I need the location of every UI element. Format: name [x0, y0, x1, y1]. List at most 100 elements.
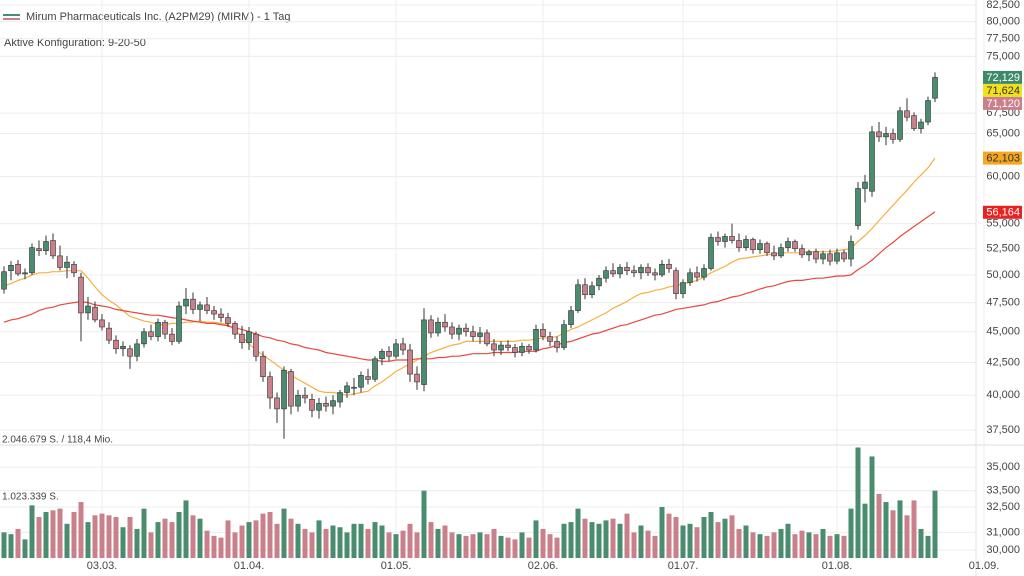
price-label: 56,164: [986, 207, 1020, 219]
price-label-box: [983, 205, 1022, 219]
volume-bar: [757, 534, 763, 558]
candle-body: [526, 346, 532, 351]
candle-body: [99, 319, 105, 328]
volume-bar: [673, 517, 679, 558]
volume-bar: [512, 539, 518, 558]
candle-body: [540, 329, 546, 337]
volume-bar: [379, 525, 385, 558]
volume-bar: [701, 517, 707, 558]
volume-bar: [8, 534, 14, 558]
volume-bar: [316, 520, 322, 558]
candle-body: [463, 327, 469, 333]
candle-body: [533, 329, 539, 351]
candle-body: [43, 241, 49, 252]
candle-body: [736, 240, 742, 248]
candle-body: [477, 332, 483, 337]
candle-body: [568, 310, 574, 325]
candle-body: [253, 333, 259, 357]
volume-bar: [162, 518, 168, 558]
volume-bar: [134, 528, 140, 558]
volume-bar: [225, 520, 231, 558]
volume-bar: [750, 532, 756, 558]
volume-annotation: 2.046.679 S. / 118,4 Mio.: [2, 435, 113, 446]
candle-body: [897, 110, 903, 140]
candle-body: [498, 344, 504, 351]
price-label: 62,103: [986, 153, 1020, 165]
candle-body: [764, 243, 770, 254]
candle-body: [344, 385, 350, 393]
candle-body: [848, 241, 854, 260]
volume-bar: [386, 532, 392, 558]
candle-body: [729, 236, 735, 241]
volume-bar: [722, 518, 728, 558]
price-label-box: [983, 96, 1022, 110]
candle-body: [414, 373, 420, 383]
volume-bar: [71, 511, 77, 558]
candle-body: [190, 298, 196, 310]
price-label: 71,120: [986, 98, 1020, 110]
volume-bar: [743, 525, 749, 558]
volume-bar: [456, 534, 462, 558]
volume-bar: [841, 535, 847, 558]
volume-bar: [400, 530, 406, 558]
volume-bar: [407, 523, 413, 558]
y-tick-label: 37,500: [986, 424, 1020, 436]
y-tick-label: 45,000: [986, 326, 1020, 338]
candle-body: [78, 276, 84, 314]
y-tick-label: 67,500: [986, 107, 1020, 119]
volume-bar: [659, 506, 665, 558]
x-tick-label: 01.07.: [668, 560, 699, 572]
volume-bar: [575, 508, 581, 558]
volume-bar: [645, 530, 651, 558]
volume-bar: [141, 508, 147, 558]
volume-bar: [358, 523, 364, 558]
volume-bar: [337, 527, 343, 558]
candle-body: [134, 343, 140, 357]
volume-bar: [211, 535, 217, 558]
volume-bar: [589, 522, 595, 558]
candle-body: [911, 115, 917, 129]
candle-body: [778, 247, 784, 257]
y-tick-label: 47,500: [986, 297, 1020, 309]
candle-body: [617, 267, 623, 275]
candle-body: [204, 304, 210, 311]
volume-bar: [218, 537, 224, 558]
candle-body: [379, 350, 385, 360]
volume-bar: [92, 515, 98, 558]
candle-body: [92, 306, 98, 321]
volume-bar: [771, 532, 777, 558]
y-tick-label: 35,000: [986, 461, 1020, 473]
volume-bar: [652, 535, 658, 558]
candle-body: [834, 252, 840, 262]
candle-body: [400, 343, 406, 351]
candle-body: [239, 333, 245, 343]
candle-body: [666, 263, 672, 269]
candle-body: [519, 346, 525, 353]
y-tick-label: 65,000: [986, 127, 1020, 139]
candle-body: [330, 400, 336, 407]
volume-bar: [148, 532, 154, 558]
candle-body: [918, 121, 924, 129]
candle-body: [456, 327, 462, 335]
candle-body: [680, 282, 686, 294]
candle-body: [267, 376, 273, 399]
candle-body: [288, 371, 294, 407]
volume-bar: [288, 518, 294, 558]
volume-bar: [449, 532, 455, 558]
volume-bar: [246, 522, 252, 558]
price-label-box: [983, 70, 1022, 84]
candle-body: [792, 241, 798, 249]
volume-bar: [862, 503, 868, 558]
volume-bar: [176, 511, 182, 558]
candle-body: [155, 321, 161, 337]
candle-body: [603, 270, 609, 279]
candle-body: [1, 271, 7, 290]
volume-bar: [491, 528, 497, 558]
volume-bar: [239, 525, 245, 558]
y-tick-label: 33,500: [986, 485, 1020, 497]
candle-body: [8, 265, 14, 271]
chart-subtitle: Aktive Konfiguration: 9-20-50: [4, 37, 146, 49]
candle-body: [421, 319, 427, 385]
candle-body: [197, 304, 203, 310]
volume-bar: [631, 532, 637, 558]
